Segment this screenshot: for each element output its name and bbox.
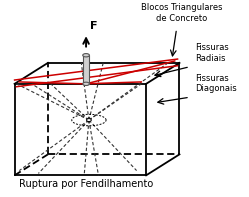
Text: Fissuras
Diagonais: Fissuras Diagonais <box>195 74 237 93</box>
Bar <box>83 55 89 84</box>
Ellipse shape <box>83 82 89 85</box>
Text: Fissuras
Radiais: Fissuras Radiais <box>195 44 229 63</box>
Text: F: F <box>90 21 97 31</box>
Ellipse shape <box>83 54 89 57</box>
Text: Ruptura por Fendilhamento: Ruptura por Fendilhamento <box>19 179 153 189</box>
Ellipse shape <box>87 119 91 122</box>
Text: Blocos Triangulares
de Concreto: Blocos Triangulares de Concreto <box>141 3 222 23</box>
